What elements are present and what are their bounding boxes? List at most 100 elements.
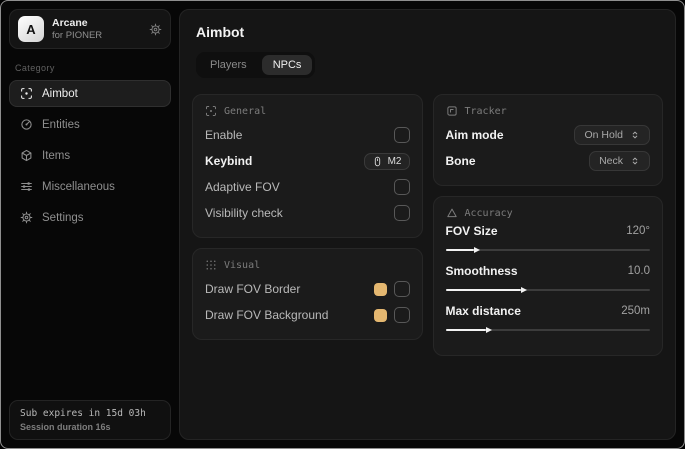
mouse-icon [372,156,383,167]
page-title: Aimbot [196,24,245,40]
cube-icon [20,149,33,162]
setting-row-keybind: Keybind M2 [205,148,410,174]
slider-header: FOV Size 120° [446,224,651,238]
general-card: General Enable Keybind [192,94,423,238]
fov-size-slider[interactable] [445,249,650,251]
setting-label: FOV Size [445,224,498,238]
slider-header: Max distance 250m [446,304,651,318]
frame-target-icon [446,105,458,117]
setting-label: Visibility check [205,206,283,220]
sidebar-item-label: Aimbot [42,87,78,100]
setting-row-bone: Bone Neck [445,148,650,174]
visual-card-header: Visual [205,259,410,271]
slider-group-smoothness: Smoothness 10.0 [445,264,651,291]
setting-row-adaptive-fov: Adaptive FOV [205,174,410,200]
scan-icon [205,105,217,117]
visibility-check-checkbox[interactable] [393,205,410,221]
sidebar-item-label: Entities [42,118,80,131]
keybind-value: M2 [387,155,402,167]
sidebar-item-label: Settings [42,211,84,224]
enable-checkbox[interactable] [393,127,410,143]
setting-label: Draw FOV Border [205,282,301,296]
sidebar-item-aimbot[interactable]: Aimbot [9,80,171,107]
aim-mode-value: On Hold [584,129,623,141]
dotted-frame-icon [205,259,217,271]
control-group [373,307,410,323]
card-title: Visual [224,259,261,271]
sub-expires-text: Sub expires in 15d 03h [20,408,146,419]
setting-label: Aim mode [445,128,504,142]
tab-players[interactable]: Players [210,59,247,71]
slider-fill[interactable] [445,289,522,291]
max-distance-value: 250m [621,305,650,317]
sidebar-item-label: Miscellaneous [42,180,115,193]
fov-background-color-swatch[interactable] [373,308,387,322]
sidebar-item-settings[interactable]: Settings [9,204,171,231]
slider-group-fov-size: FOV Size 120° [445,224,651,251]
setting-label: Enable [205,128,243,142]
setting-row-aim-mode: Aim mode On Hold [445,122,650,148]
visual-card: Visual Draw FOV Border Draw FOV Backgrou… [192,248,423,340]
app-title-block: Arcane for PIONER [52,17,102,42]
sidebar-nav: Aimbot Entities Items [9,80,171,231]
slider-header: Smoothness 10.0 [446,264,651,278]
left-column: General Enable Keybind [192,94,423,356]
tab-npcs[interactable]: NPCs [261,55,313,75]
subscription-info: Sub expires in 15d 03h Session duration … [9,400,171,440]
keybind-badge[interactable]: M2 [363,152,410,170]
radar-icon [20,118,33,131]
setting-row-draw-fov-background: Draw FOV Background [205,302,410,328]
card-title: General [224,105,267,117]
setting-label: Draw FOV Background [205,308,329,322]
control-group [373,281,410,297]
setting-row-enable: Enable [205,122,410,148]
app-name: Arcane [52,16,88,29]
adaptive-fov-checkbox[interactable] [393,179,410,195]
accuracy-card: Accuracy FOV Size 120° Smoothnes [432,196,663,356]
content-grid: General Enable Keybind [192,94,663,356]
session-duration-text: Session duration 16s [20,422,111,432]
gear-icon[interactable] [149,23,162,36]
draw-fov-border-checkbox[interactable] [393,281,410,297]
setting-label: Max distance [445,304,521,318]
slider-fill[interactable] [445,329,487,331]
sidebar-item-items[interactable]: Items [9,142,171,169]
setting-label: Bone [445,154,476,168]
general-card-header: General [205,105,410,117]
sidebar-header: A Arcane for PIONER [9,9,171,49]
sliders-icon [20,180,33,193]
setting-label: Keybind [205,154,253,168]
tracker-card-header: Tracker [446,105,651,117]
app-subtitle: for PIONER [52,30,103,42]
target-tabs: Players NPCs [196,52,316,78]
gear-icon [20,211,33,224]
smoothness-value: 10.0 [627,265,650,277]
main-panel: Aimbot Players NPCs General [179,9,676,440]
card-title: Accuracy [464,207,513,219]
bone-select[interactable]: Neck [589,151,650,171]
crosshair-icon [20,87,33,100]
sidebar-item-label: Items [42,149,71,162]
bone-value: Neck [599,155,623,167]
max-distance-slider[interactable] [445,329,650,331]
category-label: Category [15,63,55,73]
setting-label: Smoothness [445,264,518,278]
accuracy-card-header: Accuracy [446,207,651,219]
setting-row-visibility-check: Visibility check [205,200,410,226]
sidebar-item-entities[interactable]: Entities [9,111,171,138]
sidebar: A Arcane for PIONER Category [9,9,171,440]
slider-group-max-distance: Max distance 250m [445,304,651,331]
aim-mode-select[interactable]: On Hold [574,125,650,145]
draw-fov-background-checkbox[interactable] [393,307,410,323]
fov-border-color-swatch[interactable] [373,282,387,296]
slider-fill[interactable] [445,249,475,251]
smoothness-slider[interactable] [445,289,650,291]
triangle-icon [446,207,458,219]
chevron-up-down-icon [630,156,640,166]
app-logo: A [18,16,44,42]
sidebar-item-miscellaneous[interactable]: Miscellaneous [9,173,171,200]
setting-label: Adaptive FOV [205,180,280,194]
chevron-up-down-icon [630,130,640,140]
fov-size-value: 120° [626,225,650,237]
